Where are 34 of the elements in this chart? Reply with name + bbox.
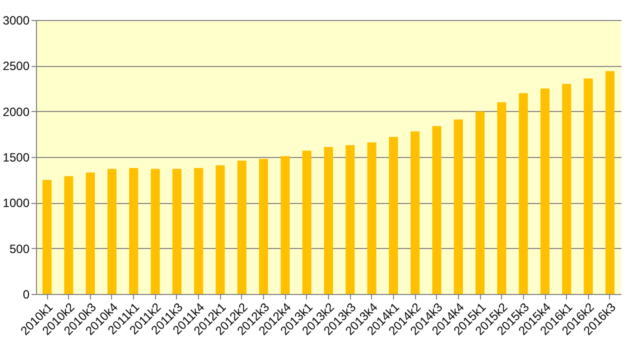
bar — [346, 145, 355, 294]
y-tick-label: 2000 — [2, 104, 30, 119]
bar — [216, 165, 225, 294]
bar — [410, 131, 420, 294]
bar — [172, 168, 182, 294]
bar — [107, 168, 117, 294]
bar — [388, 136, 398, 294]
y-tick-label: 1000 — [2, 196, 30, 210]
bar — [540, 88, 550, 294]
bar — [476, 111, 485, 294]
bar — [454, 120, 463, 294]
y-tick-label: 1500 — [2, 150, 30, 164]
bar — [194, 168, 204, 294]
bar — [584, 78, 593, 294]
y-tick-label: 2500 — [2, 59, 30, 74]
bar — [129, 168, 138, 294]
y-tick-label: 3000 — [2, 14, 30, 28]
bar — [302, 150, 312, 294]
bar — [324, 146, 334, 294]
bar — [562, 84, 572, 294]
bar — [42, 180, 52, 294]
y-tick-label: 500 — [9, 242, 30, 256]
bar — [64, 176, 74, 294]
bar — [86, 172, 95, 294]
bar — [237, 160, 246, 294]
y-tick-label: 0 — [22, 288, 30, 302]
bar — [432, 126, 442, 294]
bar — [367, 142, 376, 294]
bar — [497, 102, 506, 294]
bar — [150, 168, 160, 294]
bar — [605, 71, 615, 294]
bar — [518, 93, 528, 294]
bar — [259, 158, 268, 294]
bar — [280, 156, 290, 294]
